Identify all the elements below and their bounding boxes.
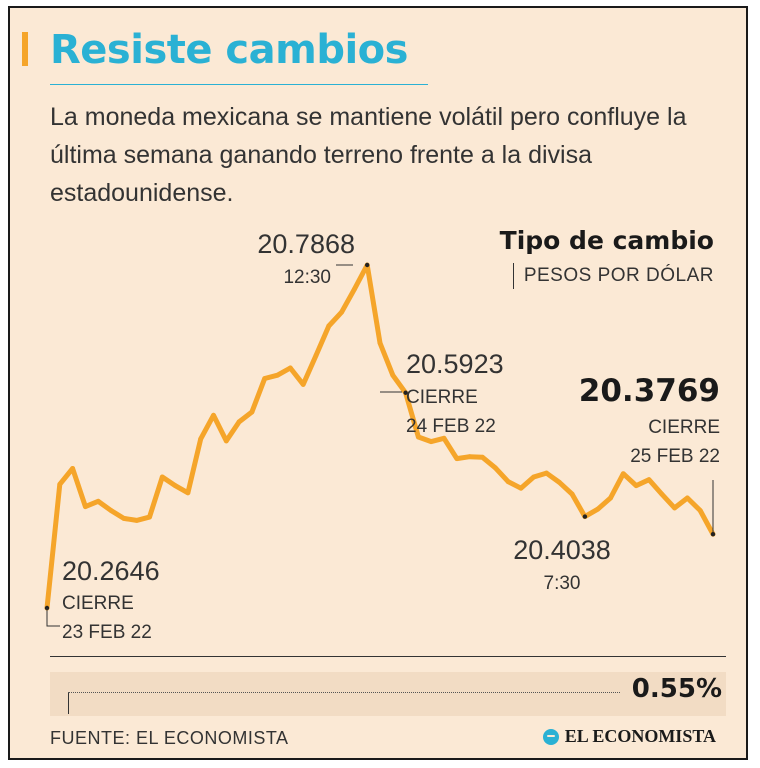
annotation-min: 20.4038 7:30: [513, 535, 611, 594]
annotation-marker-4: [710, 532, 716, 537]
data-point-47: [646, 477, 652, 483]
annotation-start-date: 23 FEB 22: [62, 622, 152, 643]
annotation-start: 20.2646 CIERRE 23 FEB 22: [46, 556, 160, 643]
data-point-6: [121, 516, 127, 521]
data-point-18: [275, 372, 280, 378]
data-point-37: [518, 485, 524, 491]
data-points: [44, 262, 716, 611]
annotation-max: 20.7868 12:30: [257, 229, 355, 288]
data-point-46: [633, 483, 639, 488]
data-point-40: [556, 479, 562, 485]
annotation-end-value: 20.3769: [579, 373, 720, 409]
data-point-29: [416, 434, 421, 440]
annotation-end: 20.3769 CIERRE 25 FEB 22: [579, 373, 720, 532]
data-point-34: [480, 454, 485, 460]
annotation-end-date: 25 FEB 22: [630, 446, 720, 467]
annotation-start-leader: [46, 608, 60, 627]
chart-unit: PESOS POR DÓLAR: [523, 265, 714, 286]
data-point-30: [428, 439, 434, 444]
data-point-11: [185, 490, 191, 496]
line-chart: 20.2646 CIERRE 23 FEB 22 20.7868 12:30 2…: [44, 229, 720, 643]
data-point-8: [147, 514, 152, 520]
data-point-3: [83, 504, 88, 509]
data-point-27: [390, 372, 396, 378]
globe-icon: [542, 728, 559, 745]
data-point-16: [249, 409, 255, 415]
data-point-43: [595, 506, 601, 512]
data-point-32: [454, 456, 460, 462]
brand-logo: EL ECONOMISTA: [542, 726, 716, 747]
data-point-31: [441, 435, 447, 441]
data-point-7: [134, 517, 140, 523]
annotation-marker-1: [364, 262, 370, 268]
data-point-19: [287, 365, 293, 371]
change-value: 0.55%: [631, 674, 722, 704]
source-text: FUENTE: EL ECONOMISTA: [50, 728, 289, 748]
data-point-12: [198, 436, 204, 442]
data-point-45: [620, 471, 626, 477]
unit-divider: [512, 263, 514, 289]
data-point-38: [531, 474, 537, 480]
data-point-10: [172, 483, 178, 488]
change-band: 0.55%: [50, 672, 726, 716]
data-point-50: [684, 495, 690, 501]
change-tick: [68, 692, 69, 714]
data-point-1: [57, 481, 63, 487]
annotation-mid-value: 20.5923: [406, 349, 504, 379]
data-point-15: [236, 419, 242, 425]
data-point-44: [608, 495, 613, 501]
annotation-start-value: 20.2646: [62, 556, 160, 586]
annotation-min-value: 20.4038: [513, 535, 611, 565]
data-point-36: [505, 479, 511, 485]
annotation-min-time: 7:30: [544, 573, 581, 594]
annotation-marker-2: [403, 390, 408, 395]
chart-title: Tipo de cambio: [499, 226, 714, 255]
data-point-41: [569, 491, 575, 497]
annotation-mid-label: CIERRE: [406, 387, 478, 408]
annotation-marker-3: [582, 514, 588, 519]
page-subtitle: La moneda mexicana se mantiene volátil p…: [50, 103, 687, 207]
data-point-2: [70, 466, 76, 471]
data-point-22: [326, 323, 332, 329]
data-point-33: [467, 454, 473, 460]
annotation-max-value: 20.7868: [257, 229, 355, 259]
chart-title-block: Tipo de cambio PESOS POR DÓLAR: [500, 223, 714, 289]
annotation-max-time: 12:30: [283, 267, 331, 288]
title-underline: [50, 84, 428, 85]
annotation-mid: 20.5923 CIERRE 24 FEB 22: [380, 349, 504, 437]
page-title: Resiste cambios: [50, 27, 408, 73]
data-point-9: [159, 474, 165, 480]
data-point-35: [492, 465, 498, 471]
data-point-39: [544, 470, 549, 476]
change-dotted-line: [68, 692, 620, 693]
title-accent-bar: [22, 32, 28, 66]
data-point-21: [313, 353, 319, 358]
bottom-divider: [50, 656, 726, 657]
annotation-start-label: CIERRE: [62, 593, 134, 614]
data-point-48: [659, 491, 665, 497]
data-point-13: [211, 412, 216, 418]
data-point-20: [300, 382, 306, 387]
data-point-51: [697, 508, 703, 513]
data-point-14: [223, 438, 229, 444]
brand-name: EL ECONOMISTA: [564, 726, 716, 746]
data-point-49: [672, 505, 677, 511]
chart-unit-row: PESOS POR DÓLAR: [500, 263, 714, 289]
data-point-17: [262, 376, 268, 381]
data-point-24: [351, 286, 357, 292]
infographic-card: Resiste cambios La moneda mexicana se ma…: [8, 6, 748, 760]
annotation-mid-date: 24 FEB 22: [406, 416, 496, 437]
data-point-26: [377, 340, 383, 346]
data-point-23: [339, 309, 344, 315]
data-point-5: [108, 508, 114, 513]
annotation-end-label: CIERRE: [648, 417, 720, 438]
data-point-4: [95, 498, 101, 504]
